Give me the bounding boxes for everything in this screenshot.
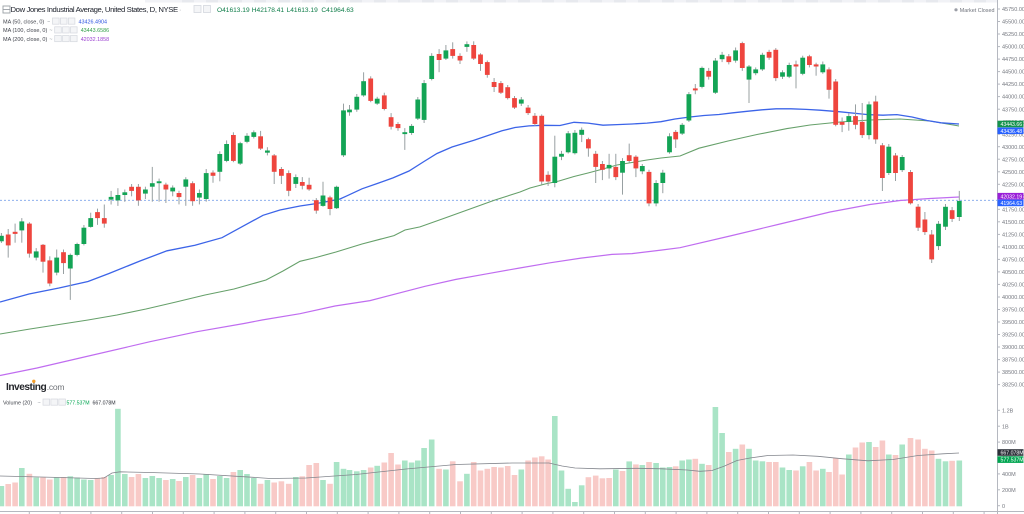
svg-text:42750.00: 42750.00 [1002,157,1024,163]
svg-text:MA (200, close, 0): MA (200, close, 0) [3,37,47,43]
svg-text:41750.00: 41750.00 [1002,207,1024,213]
svg-text:41250.00: 41250.00 [1002,233,1024,239]
svg-text:41964.63: 41964.63 [1001,201,1023,207]
svg-text:MA (50, close, 0): MA (50, close, 0) [3,19,44,25]
svg-text:44250.00: 44250.00 [1002,82,1024,88]
svg-text:~: ~ [49,28,52,34]
svg-text:H42178.41: H42178.41 [252,7,285,14]
svg-text:42032.19: 42032.19 [1001,194,1023,200]
svg-text:~: ~ [49,37,52,43]
svg-text:42032.1858: 42032.1858 [81,37,109,43]
svg-text:39000.00: 39000.00 [1002,345,1024,351]
svg-text:43436.48: 43436.48 [1001,129,1023,135]
svg-text:43426.4904: 43426.4904 [79,19,107,25]
svg-text:40250.00: 40250.00 [1002,283,1024,289]
svg-text:43443.6586: 43443.6586 [81,28,109,34]
svg-text:43000.00: 43000.00 [1002,145,1024,151]
svg-text:200M: 200M [1002,488,1016,494]
svg-text:44000.00: 44000.00 [1002,95,1024,101]
svg-text:43250.00: 43250.00 [1002,132,1024,138]
svg-text:~: ~ [47,19,50,25]
svg-text:43443.66: 43443.66 [1001,122,1023,128]
svg-text:40750.00: 40750.00 [1002,258,1024,264]
svg-text:1.2B: 1.2B [1002,408,1014,414]
svg-text:MA (100, close, 0): MA (100, close, 0) [3,28,47,34]
svg-text:44500.00: 44500.00 [1002,70,1024,76]
svg-text:45750.00: 45750.00 [1002,7,1024,13]
svg-text:38500.00: 38500.00 [1002,370,1024,376]
svg-text:40500.00: 40500.00 [1002,270,1024,276]
svg-text:577.537M: 577.537M [1001,458,1024,464]
svg-text:1B: 1B [1002,424,1009,430]
svg-text:Investing: Investing [6,382,46,393]
svg-text:41000.00: 41000.00 [1002,245,1024,251]
svg-text:42500.00: 42500.00 [1002,170,1024,176]
svg-text:Dow Jones Industrial Average,: Dow Jones Industrial Average, United Sta… [11,5,179,14]
svg-text:45250.00: 45250.00 [1002,32,1024,38]
svg-text:44750.00: 44750.00 [1002,57,1024,63]
svg-text:38250.00: 38250.00 [1002,383,1024,389]
svg-text:43750.00: 43750.00 [1002,107,1024,113]
svg-text:577.537M: 577.537M [67,400,90,406]
svg-text:400M: 400M [1002,472,1016,478]
svg-text:.com: .com [47,382,65,392]
svg-text:39500.00: 39500.00 [1002,320,1024,326]
svg-text:C41964.63: C41964.63 [321,7,354,14]
svg-text:800M: 800M [1002,440,1016,446]
svg-text:45000.00: 45000.00 [1002,45,1024,51]
svg-text:667.078M: 667.078M [93,400,116,406]
svg-text:45500.00: 45500.00 [1002,20,1024,26]
svg-text:Volume (20): Volume (20) [3,400,32,406]
svg-text:667.078M: 667.078M [1001,451,1024,457]
svg-text:O41613.19: O41613.19 [217,7,250,14]
svg-text:0: 0 [1002,504,1005,510]
svg-text:40000.00: 40000.00 [1002,295,1024,301]
svg-text:38750.00: 38750.00 [1002,358,1024,364]
svg-text:L41613.19: L41613.19 [287,7,319,14]
svg-text:·: · [179,7,181,14]
svg-text:Market Closed: Market Closed [960,8,995,14]
svg-text:41500.00: 41500.00 [1002,220,1024,226]
svg-text:39750.00: 39750.00 [1002,308,1024,314]
svg-text:39250.00: 39250.00 [1002,333,1024,339]
svg-text:~: ~ [38,400,41,406]
svg-text:42250.00: 42250.00 [1002,182,1024,188]
